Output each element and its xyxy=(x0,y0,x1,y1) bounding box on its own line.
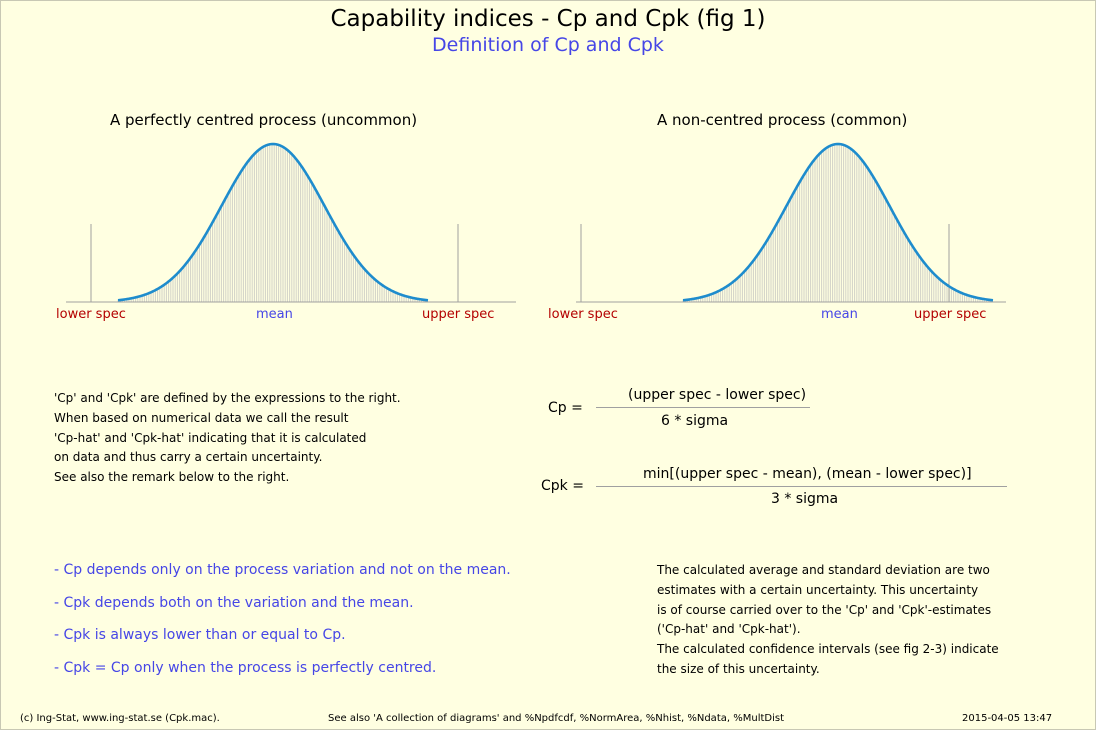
page-title: Capability indices - Cp and Cpk (fig 1) xyxy=(330,6,766,32)
panel-title-non-centred: A non-centred process (common) xyxy=(657,111,908,129)
text-line: When based on numerical data we call the… xyxy=(54,410,349,425)
remark-text: The calculated average and standard devi… xyxy=(657,561,999,680)
cpk-formula-numerator: min[(upper spec - mean), (mean - lower s… xyxy=(643,466,972,482)
list-item: - Cpk depends both on the variation and … xyxy=(54,594,414,611)
text-line: The calculated confidence intervals (see… xyxy=(657,642,999,657)
text-line: ('Cp-hat' and 'Cpk-hat'). xyxy=(657,622,801,637)
text-line: on data and thus carry a certain uncerta… xyxy=(54,450,323,465)
text-line: The calculated average and standard devi… xyxy=(657,563,990,577)
cpk-fraction-bar xyxy=(596,486,1007,487)
footer-see-also: See also 'A collection of diagrams' and … xyxy=(328,713,784,724)
definition-text: 'Cp' and 'Cpk' are defined by the expres… xyxy=(54,389,401,488)
text-line: the size of this uncertainty. xyxy=(657,661,820,676)
mean-label: mean xyxy=(256,307,293,322)
normal-curve xyxy=(682,142,994,302)
text-line: 'Cp-hat' and 'Cpk-hat' indicating that i… xyxy=(54,430,367,445)
area-hatching xyxy=(682,144,992,302)
list-item: - Cpk is always lower than or equal to C… xyxy=(54,627,346,643)
text-line: estimates with a certain uncertainty. Th… xyxy=(657,582,979,597)
lower-spec-label: lower spec xyxy=(56,307,126,322)
upper-spec-label: upper spec xyxy=(914,307,987,322)
cp-formula-numerator: (upper spec - lower spec) xyxy=(628,387,807,403)
cp-formula-lhs: Cp = xyxy=(548,400,583,416)
cpk-formula-lhs: Cpk = xyxy=(541,478,584,494)
normal-curve xyxy=(117,142,429,302)
panel-title-centred: A perfectly centred process (uncommon) xyxy=(110,111,418,129)
text-line: is of course carried over to the 'Cp' an… xyxy=(657,602,992,617)
page-subtitle: Definition of Cp and Cpk xyxy=(432,34,664,56)
cp-fraction-bar xyxy=(596,407,810,408)
lower-spec-label: lower spec xyxy=(548,307,618,322)
cpk-formula-denominator: 3 * sigma xyxy=(771,491,839,507)
footer-copyright: (c) Ing-Stat, www.ing-stat.se (Cpk.mac). xyxy=(20,713,220,724)
upper-spec-label: upper spec xyxy=(422,307,495,322)
text-line: See also the remark below to the right. xyxy=(54,470,290,485)
key-points-list: - Cp depends only on the process variati… xyxy=(54,562,511,692)
area-hatching xyxy=(117,144,427,302)
footer-timestamp: 2015-04-05 13:47 xyxy=(962,713,1053,724)
list-item: - Cpk = Cp only when the process is perf… xyxy=(54,659,437,676)
mean-label: mean xyxy=(821,307,858,322)
cp-formula-denominator: 6 * sigma xyxy=(661,413,729,429)
text-line: 'Cp' and 'Cpk' are defined by the expres… xyxy=(54,391,401,405)
list-item: - Cp depends only on the process variati… xyxy=(54,562,511,578)
